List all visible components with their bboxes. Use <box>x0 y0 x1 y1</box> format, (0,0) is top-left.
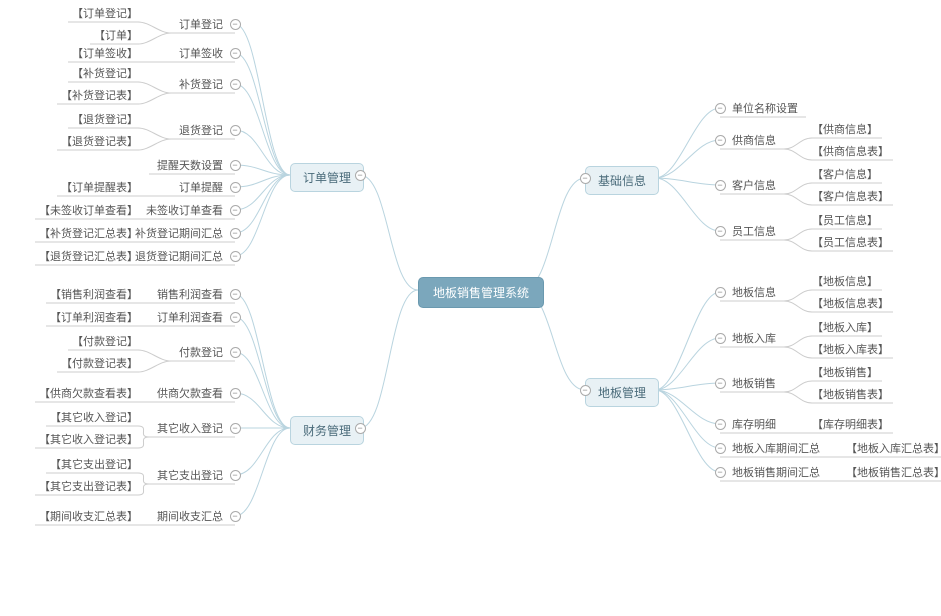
sub-node: 员工信息 <box>732 223 776 239</box>
leaf-node: 【付款登记】 <box>72 333 138 349</box>
toggle-icon[interactable]: − <box>715 419 726 430</box>
leaf-node: 【供商欠款查看表】 <box>39 385 138 401</box>
toggle-icon[interactable]: − <box>230 182 241 193</box>
leaf-node: 【库存明细表】 <box>812 416 889 432</box>
toggle-icon[interactable]: − <box>230 251 241 262</box>
leaf-node: 【订单】 <box>94 27 138 43</box>
leaf-node: 【补货登记汇总表】 <box>39 225 138 241</box>
leaf-node: 【客户信息表】 <box>812 188 889 204</box>
leaf-node: 【未签收订单查看】 <box>39 202 138 218</box>
sub-node: 订单登记 <box>179 16 223 32</box>
toggle-icon[interactable]: − <box>715 443 726 454</box>
toggle-icon[interactable]: − <box>230 470 241 481</box>
leaf-node: 【地板销售】 <box>812 364 878 380</box>
connection-lines <box>0 0 941 616</box>
sub-node: 其它收入登记 <box>157 420 223 436</box>
sub-node: 其它支出登记 <box>157 467 223 483</box>
category-node: 地板管理 <box>585 378 659 407</box>
sub-node: 退货登记 <box>179 122 223 138</box>
leaf-node: 【地板销售表】 <box>812 386 889 402</box>
sub-node: 地板销售 <box>732 375 776 391</box>
leaf-node: 【地板入库汇总表】 <box>846 440 941 456</box>
sub-node: 地板入库期间汇总 <box>732 440 820 456</box>
leaf-node: 【退货登记】 <box>72 111 138 127</box>
toggle-icon[interactable]: − <box>230 228 241 239</box>
sub-node: 补货登记期间汇总 <box>135 225 223 241</box>
toggle-icon[interactable]: − <box>715 467 726 478</box>
toggle-icon[interactable]: − <box>715 135 726 146</box>
leaf-node: 【地板信息表】 <box>812 295 889 311</box>
sub-node: 地板信息 <box>732 284 776 300</box>
leaf-node: 【供商信息】 <box>812 121 878 137</box>
leaf-node: 【订单登记】 <box>72 5 138 21</box>
toggle-icon[interactable]: − <box>715 333 726 344</box>
category-node: 订单管理 <box>290 163 364 192</box>
toggle-icon[interactable]: − <box>580 173 591 184</box>
leaf-node: 【补货登记】 <box>72 65 138 81</box>
sub-node: 补货登记 <box>179 76 223 92</box>
sub-node: 客户信息 <box>732 177 776 193</box>
toggle-icon[interactable]: − <box>230 205 241 216</box>
leaf-node: 【地板入库】 <box>812 319 878 335</box>
toggle-icon[interactable]: − <box>230 79 241 90</box>
sub-node: 提醒天数设置 <box>157 157 223 173</box>
category-node: 财务管理 <box>290 416 364 445</box>
leaf-node: 【销售利润查看】 <box>50 286 138 302</box>
toggle-icon[interactable]: − <box>230 511 241 522</box>
sub-node: 供商欠款查看 <box>157 385 223 401</box>
leaf-node: 【退货登记表】 <box>61 133 138 149</box>
sub-node: 期间收支汇总 <box>157 508 223 524</box>
leaf-node: 【订单签收】 <box>72 45 138 61</box>
toggle-icon[interactable]: − <box>230 423 241 434</box>
sub-node: 地板入库 <box>732 330 776 346</box>
toggle-icon[interactable]: − <box>230 388 241 399</box>
sub-node: 付款登记 <box>179 344 223 360</box>
toggle-icon[interactable]: − <box>230 19 241 30</box>
leaf-node: 【退货登记汇总表】 <box>39 248 138 264</box>
sub-node: 单位名称设置 <box>732 100 798 116</box>
sub-node: 地板销售期间汇总 <box>732 464 820 480</box>
toggle-icon[interactable]: − <box>230 160 241 171</box>
sub-node: 订单利润查看 <box>157 309 223 325</box>
leaf-node: 【地板入库表】 <box>812 341 889 357</box>
toggle-icon[interactable]: − <box>715 287 726 298</box>
category-node: 基础信息 <box>585 166 659 195</box>
leaf-node: 【员工信息】 <box>812 212 878 228</box>
toggle-icon[interactable]: − <box>230 48 241 59</box>
leaf-node: 【地板销售汇总表】 <box>846 464 941 480</box>
root-node: 地板销售管理系统 <box>418 277 544 308</box>
leaf-node: 【客户信息】 <box>812 166 878 182</box>
leaf-node: 【其它收入登记表】 <box>39 431 138 447</box>
leaf-node: 【期间收支汇总表】 <box>39 508 138 524</box>
toggle-icon[interactable]: − <box>715 226 726 237</box>
sub-node: 销售利润查看 <box>157 286 223 302</box>
leaf-node: 【地板信息】 <box>812 273 878 289</box>
sub-node: 供商信息 <box>732 132 776 148</box>
leaf-node: 【其它收入登记】 <box>50 409 138 425</box>
toggle-icon[interactable]: − <box>715 378 726 389</box>
sub-node: 订单提醒 <box>179 179 223 195</box>
leaf-node: 【供商信息表】 <box>812 143 889 159</box>
toggle-icon[interactable]: − <box>580 385 591 396</box>
toggle-icon[interactable]: − <box>230 289 241 300</box>
leaf-node: 【付款登记表】 <box>61 355 138 371</box>
leaf-node: 【订单利润查看】 <box>50 309 138 325</box>
sub-node: 退货登记期间汇总 <box>135 248 223 264</box>
toggle-icon[interactable]: − <box>715 180 726 191</box>
toggle-icon[interactable]: − <box>230 347 241 358</box>
leaf-node: 【员工信息表】 <box>812 234 889 250</box>
leaf-node: 【其它支出登记表】 <box>39 478 138 494</box>
toggle-icon[interactable]: − <box>355 170 366 181</box>
leaf-node: 【订单提醒表】 <box>61 179 138 195</box>
toggle-icon[interactable]: − <box>230 125 241 136</box>
leaf-node: 【补货登记表】 <box>61 87 138 103</box>
sub-node: 订单签收 <box>179 45 223 61</box>
sub-node: 库存明细 <box>732 416 776 432</box>
toggle-icon[interactable]: − <box>715 103 726 114</box>
leaf-node: 【其它支出登记】 <box>50 456 138 472</box>
toggle-icon[interactable]: − <box>355 423 366 434</box>
toggle-icon[interactable]: − <box>230 312 241 323</box>
sub-node: 未签收订单查看 <box>146 202 223 218</box>
